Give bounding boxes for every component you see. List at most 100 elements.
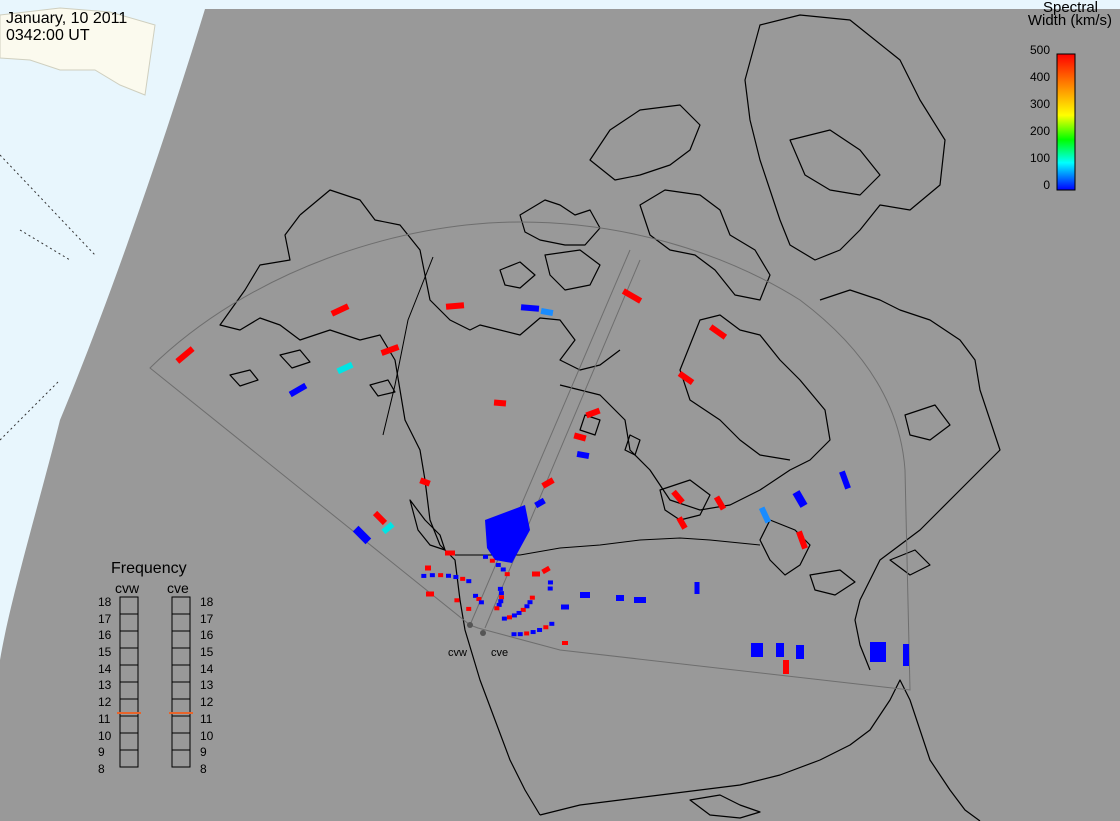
backscatter-cell (543, 625, 549, 630)
backscatter-cells (175, 288, 909, 674)
backscatter-cell (541, 477, 555, 489)
backscatter-cell (540, 308, 554, 316)
time-label: 0342:00 UT (6, 27, 90, 44)
backscatter-cell (429, 573, 435, 578)
backscatter-cell (499, 595, 505, 600)
backscatter-cell (524, 604, 530, 609)
backscatter-cell (870, 642, 886, 662)
backscatter-cell (426, 591, 434, 597)
frequency-tick-label: 18 (200, 595, 214, 609)
backscatter-cell (421, 573, 427, 578)
backscatter-cell (534, 497, 546, 509)
backscatter-cell (506, 615, 512, 620)
radar-site-cvw[interactable] (467, 622, 473, 628)
backscatter-cell (708, 324, 728, 340)
backscatter-cell (520, 304, 540, 312)
backscatter-cell (466, 579, 472, 584)
backscatter-cell (792, 490, 808, 508)
backscatter-cell (527, 600, 533, 605)
colorbar-tick: 300 (1029, 97, 1050, 111)
backscatter-cell (751, 643, 763, 657)
backscatter-cell (517, 632, 523, 637)
backscatter-cell (549, 621, 555, 626)
backscatter-cell (500, 567, 506, 572)
backscatter-cell (671, 489, 685, 505)
radar-label-cvw: cvw (448, 647, 467, 659)
backscatter-cell (381, 521, 395, 535)
frequency-tick-label: 11 (98, 711, 111, 726)
backscatter-cell (460, 576, 466, 581)
frequency-tick-label: 17 (98, 611, 112, 626)
backscatter-cell (796, 645, 804, 659)
backscatter-cell (541, 565, 551, 575)
frequency-tick-label: 12 (200, 695, 214, 710)
frequency-ticks-right: 18 17 16 15 14 13 12 11 10 9 8 (200, 594, 213, 778)
backscatter-cell (466, 606, 472, 611)
backscatter-cell (677, 370, 695, 386)
frequency-label-cvw: cvw (115, 580, 140, 596)
backscatter-cell (694, 582, 700, 594)
backscatter-cell (524, 631, 530, 636)
backscatter-cell (476, 596, 482, 601)
backscatter-cell (621, 288, 643, 304)
backscatter-cell (489, 558, 495, 563)
backscatter-cell (498, 599, 504, 604)
frequency-tick-label: 11 (200, 711, 213, 726)
backscatter-cell (446, 573, 451, 578)
backscatter-cell (380, 344, 400, 356)
backscatter-cell (758, 506, 772, 524)
backscatter-cell (839, 470, 851, 490)
backscatter-cell (425, 565, 431, 571)
colorbar-tick: 200 (1029, 124, 1050, 138)
frequency-tick-label: 18 (98, 595, 112, 609)
frequency-title: Frequency (111, 560, 187, 577)
backscatter-cell (580, 592, 590, 598)
backscatter-cell (776, 643, 784, 657)
backscatter-cell (537, 627, 543, 632)
frequency-tick-label: 14 (98, 661, 112, 676)
backscatter-cell (494, 606, 500, 611)
date-label: January, 10 2011 (6, 10, 128, 27)
backscatter-cell (634, 597, 646, 603)
frequency-tick-label: 16 (200, 628, 214, 643)
colorbar-tick: 400 (1029, 70, 1050, 84)
backscatter-cell (478, 600, 484, 605)
frequency-tick-label: 15 (200, 645, 214, 660)
backscatter-cell (532, 571, 540, 577)
borders (382, 256, 761, 556)
backscatter-cell (504, 572, 510, 577)
radar-site-cve[interactable] (480, 630, 486, 636)
backscatter-cell (372, 510, 388, 526)
frequency-panel (119, 596, 191, 768)
backscatter-cell (676, 516, 688, 530)
radar-fov-outline (149, 221, 911, 691)
backscatter-cell (585, 407, 601, 419)
frequency-tick-label: 10 (200, 728, 214, 743)
coastlines (219, 14, 1001, 821)
frequency-tick-label: 13 (200, 678, 214, 693)
backscatter-cell (573, 432, 587, 442)
backscatter-cell (288, 382, 308, 398)
backscatter-cell (511, 632, 517, 637)
colorbar-tick: 500 (1029, 43, 1050, 57)
backscatter-cell (473, 593, 479, 598)
backscatter-cell (529, 595, 535, 600)
frequency-tick-label: 9 (200, 745, 207, 760)
frequency-tick-label: 12 (98, 695, 112, 710)
backscatter-cell (453, 575, 459, 580)
backscatter-cell (516, 610, 522, 615)
frequency-tick-label: 14 (200, 661, 214, 676)
backscatter-cell (483, 554, 489, 559)
colorbar-tick: 0 (1043, 178, 1050, 192)
backscatter-cell (547, 586, 553, 591)
backscatter-cluster (485, 505, 530, 563)
backscatter-cell (493, 399, 507, 407)
frequency-tick-label: 8 (200, 761, 207, 776)
frequency-tick-label: 17 (200, 611, 214, 626)
backscatter-cell (796, 530, 808, 550)
backscatter-cell (547, 580, 553, 585)
colorbar (1056, 53, 1076, 191)
frequency-tick-label: 8 (98, 761, 105, 776)
backscatter-cell (530, 630, 536, 635)
